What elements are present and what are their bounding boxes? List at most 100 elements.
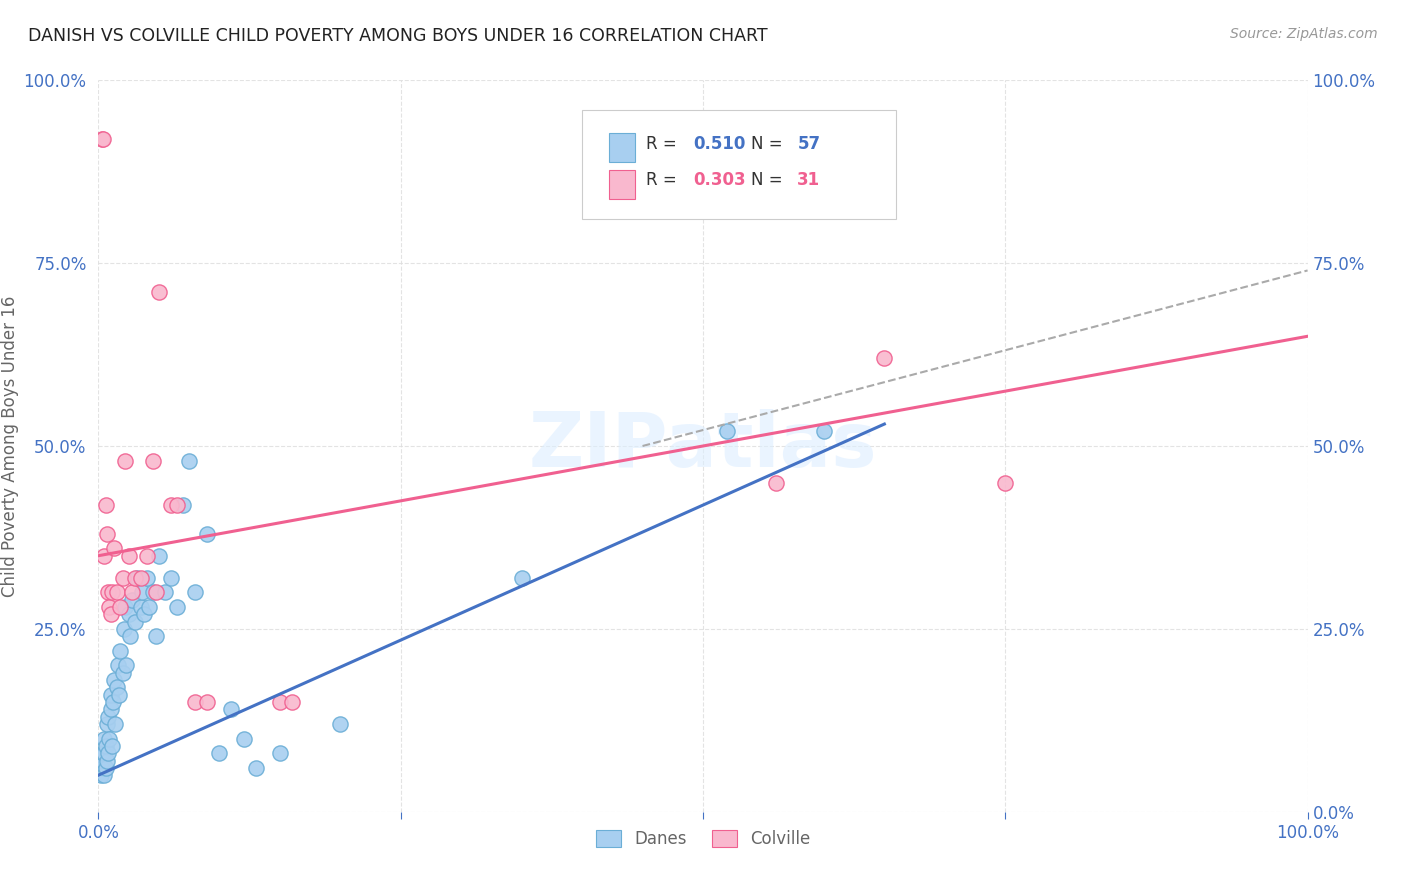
Point	[138, 599, 160, 614]
Point	[142, 453, 165, 467]
Point	[104, 717, 127, 731]
Point	[96, 717, 118, 731]
Point	[100, 585, 122, 599]
Point	[329, 717, 352, 731]
Point	[166, 498, 188, 512]
FancyBboxPatch shape	[582, 110, 897, 219]
Bar	[609, 133, 636, 162]
Point	[994, 475, 1017, 490]
Text: R =: R =	[647, 135, 682, 153]
Legend: Danes, Colville: Danes, Colville	[589, 823, 817, 855]
Point	[91, 132, 114, 146]
Point	[245, 761, 267, 775]
Point	[153, 585, 176, 599]
Point	[160, 498, 183, 512]
Point	[221, 702, 243, 716]
Point	[98, 599, 121, 614]
Point	[91, 746, 114, 760]
Point	[101, 695, 124, 709]
Point	[97, 709, 120, 723]
Point	[135, 571, 157, 585]
Point	[135, 549, 157, 563]
Text: R =: R =	[647, 171, 682, 189]
Point	[97, 585, 120, 599]
Text: N =: N =	[751, 135, 789, 153]
Point	[94, 498, 117, 512]
Point	[127, 571, 149, 585]
Point	[91, 132, 114, 146]
Point	[100, 688, 122, 702]
Point	[873, 351, 896, 366]
Point	[100, 739, 122, 753]
Point	[121, 585, 143, 599]
Text: ZIPatlas: ZIPatlas	[529, 409, 877, 483]
Point	[118, 549, 141, 563]
Point	[118, 629, 141, 643]
Point	[124, 615, 146, 629]
Point	[108, 688, 131, 702]
Point	[94, 761, 117, 775]
Point	[510, 571, 533, 585]
Point	[103, 541, 125, 556]
Point	[148, 549, 170, 563]
Point	[142, 585, 165, 599]
Point	[108, 644, 131, 658]
Text: 57: 57	[797, 135, 821, 153]
Point	[765, 475, 787, 490]
Point	[91, 754, 114, 768]
Point	[100, 607, 122, 622]
Point	[195, 695, 218, 709]
Text: N =: N =	[751, 171, 789, 189]
Point	[160, 571, 183, 585]
Bar	[609, 169, 636, 199]
Point	[813, 425, 835, 439]
Point	[129, 599, 152, 614]
Point	[93, 549, 115, 563]
Point	[129, 571, 152, 585]
Point	[124, 571, 146, 585]
Y-axis label: Child Poverty Among Boys Under 16: Child Poverty Among Boys Under 16	[1, 295, 18, 597]
Point	[112, 622, 135, 636]
Point	[96, 526, 118, 541]
Point	[105, 585, 128, 599]
Point	[105, 681, 128, 695]
Point	[103, 673, 125, 687]
Point	[166, 599, 188, 614]
Point	[184, 585, 207, 599]
Point	[91, 761, 114, 775]
Point	[118, 607, 141, 622]
Point	[232, 731, 254, 746]
Point	[184, 695, 207, 709]
Point	[134, 607, 156, 622]
Point	[93, 731, 115, 746]
Text: 0.303: 0.303	[693, 171, 747, 189]
Point	[98, 731, 121, 746]
Point	[269, 695, 291, 709]
Point	[93, 768, 115, 782]
Point	[145, 585, 167, 599]
Point	[195, 526, 218, 541]
Point	[96, 754, 118, 768]
Point	[115, 658, 138, 673]
Point	[111, 665, 134, 680]
Point	[716, 425, 738, 439]
Point	[93, 746, 115, 760]
Point	[148, 285, 170, 300]
Point	[100, 702, 122, 716]
Point	[90, 768, 112, 782]
Point	[114, 599, 136, 614]
Point	[131, 585, 153, 599]
Point	[111, 571, 134, 585]
Text: DANISH VS COLVILLE CHILD POVERTY AMONG BOYS UNDER 16 CORRELATION CHART: DANISH VS COLVILLE CHILD POVERTY AMONG B…	[28, 27, 768, 45]
Point	[179, 453, 201, 467]
Point	[145, 629, 167, 643]
Point	[107, 658, 129, 673]
Point	[97, 746, 120, 760]
Point	[94, 739, 117, 753]
Text: 31: 31	[797, 171, 821, 189]
Point	[172, 498, 194, 512]
Point	[208, 746, 231, 760]
Point	[269, 746, 291, 760]
Point	[108, 599, 131, 614]
Point	[114, 453, 136, 467]
